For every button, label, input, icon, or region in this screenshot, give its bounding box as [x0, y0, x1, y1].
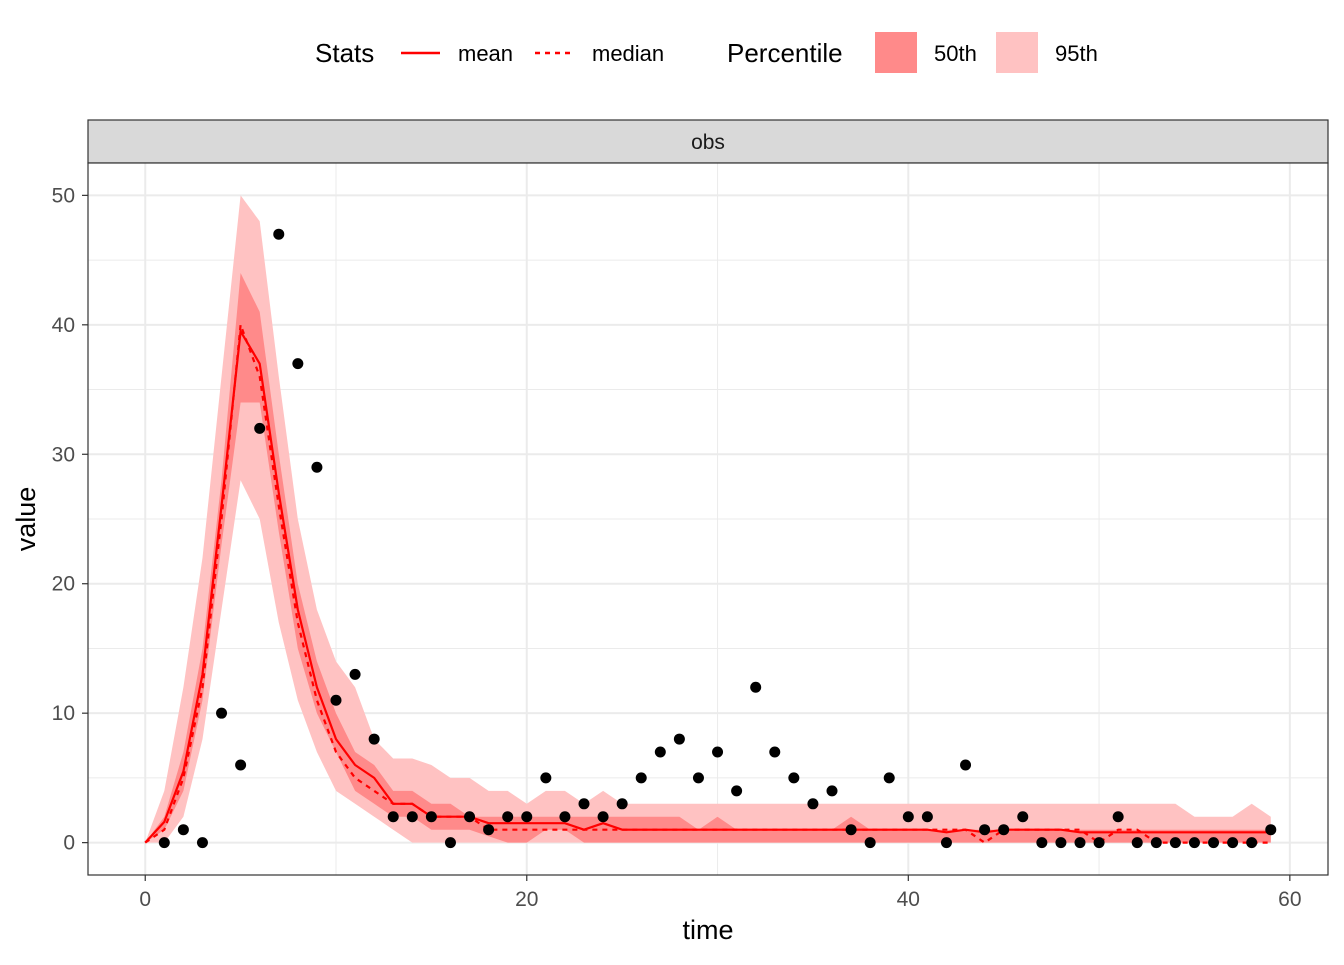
x-tick-label: 20: [515, 888, 538, 911]
observation-point: [731, 785, 743, 797]
observation-point: [559, 811, 571, 823]
observation-point: [464, 811, 476, 823]
observation-point: [273, 228, 285, 240]
observation-point: [387, 811, 399, 823]
observation-point: [483, 824, 495, 836]
band-95-layer: [145, 195, 1271, 843]
observation-point: [1169, 837, 1181, 849]
observation-point: [368, 733, 380, 745]
observation-point: [712, 746, 724, 758]
legend-p50-key: [875, 32, 917, 73]
legend-percentile-title: Percentile: [727, 38, 843, 68]
observation-point: [769, 746, 781, 758]
observation-point: [502, 811, 514, 823]
legend-p95-label: 95th: [1055, 41, 1098, 66]
observation-point: [1093, 837, 1105, 849]
observation-point: [940, 837, 952, 849]
x-tick-label: 60: [1278, 888, 1301, 911]
observation-points: [158, 228, 1277, 849]
observation-point: [1017, 811, 1029, 823]
observation-point: [1074, 837, 1086, 849]
plot-panel-border: [87, 162, 1329, 876]
observation-point: [1131, 837, 1143, 849]
observation-point: [807, 798, 819, 810]
observation-point: [177, 824, 189, 836]
legend-median-label: median: [592, 41, 664, 66]
observation-point: [654, 746, 666, 758]
observation-point: [235, 759, 247, 771]
legend: Stats mean median Percentile 50th 95th: [315, 32, 1098, 73]
y-tick-label: 30: [52, 443, 75, 466]
observation-point: [521, 811, 533, 823]
facet-strip-label: obs: [691, 131, 725, 154]
observation-point: [196, 837, 208, 849]
legend-p50-label: 50th: [934, 41, 977, 66]
y-tick-label: 40: [52, 314, 75, 337]
x-axis-title: time: [682, 915, 733, 945]
observation-point: [1188, 837, 1200, 849]
observation-point: [692, 772, 704, 784]
y-axis-title: value: [11, 487, 41, 552]
legend-mean-label: mean: [458, 41, 513, 66]
observation-point: [1208, 837, 1220, 849]
x-tick-label: 0: [139, 888, 151, 911]
observation-point: [635, 772, 647, 784]
y-tick-label: 0: [63, 832, 75, 855]
observation-point: [826, 785, 838, 797]
observation-point: [788, 772, 800, 784]
mean-line: [144, 327, 1271, 844]
observation-point: [921, 811, 933, 823]
observation-point: [330, 694, 342, 706]
observation-point: [425, 811, 437, 823]
observation-point: [902, 811, 914, 823]
observation-point: [1265, 824, 1277, 836]
band-50-layer: [145, 273, 1271, 843]
observation-point: [578, 798, 590, 810]
observation-point: [750, 681, 762, 693]
observation-point: [616, 798, 628, 810]
axes-layer: 0 20 40 60 0 10 20 30 40 50: [52, 184, 1302, 911]
legend-p95-key: [996, 32, 1038, 73]
observation-point: [979, 824, 991, 836]
mean-line-layer: [144, 327, 1271, 844]
band-95: [145, 195, 1271, 843]
observation-point: [1055, 837, 1067, 849]
observation-point: [292, 358, 304, 370]
observation-point: [254, 422, 266, 434]
observation-point: [1227, 837, 1239, 849]
observation-point: [349, 668, 361, 680]
observation-point: [158, 837, 170, 849]
observation-point: [216, 707, 228, 719]
observation-point: [1036, 837, 1048, 849]
observation-point: [845, 824, 857, 836]
observation-point: [998, 824, 1010, 836]
observation-point: [597, 811, 609, 823]
band-50: [145, 273, 1271, 843]
observation-point: [444, 837, 456, 849]
observation-point: [1150, 837, 1162, 849]
observation-point: [311, 461, 323, 473]
y-tick-label: 50: [52, 184, 75, 207]
x-tick-label: 40: [897, 888, 920, 911]
observation-point: [864, 837, 876, 849]
legend-stats-title: Stats: [315, 38, 374, 68]
observation-point: [1112, 811, 1124, 823]
y-tick-label: 10: [52, 702, 75, 725]
y-tick-label: 20: [52, 573, 75, 596]
observation-point: [883, 772, 895, 784]
observation-point: [673, 733, 685, 745]
observation-point: [1246, 837, 1258, 849]
observation-point: [540, 772, 552, 784]
observation-point: [960, 759, 972, 771]
observation-point: [406, 811, 418, 823]
